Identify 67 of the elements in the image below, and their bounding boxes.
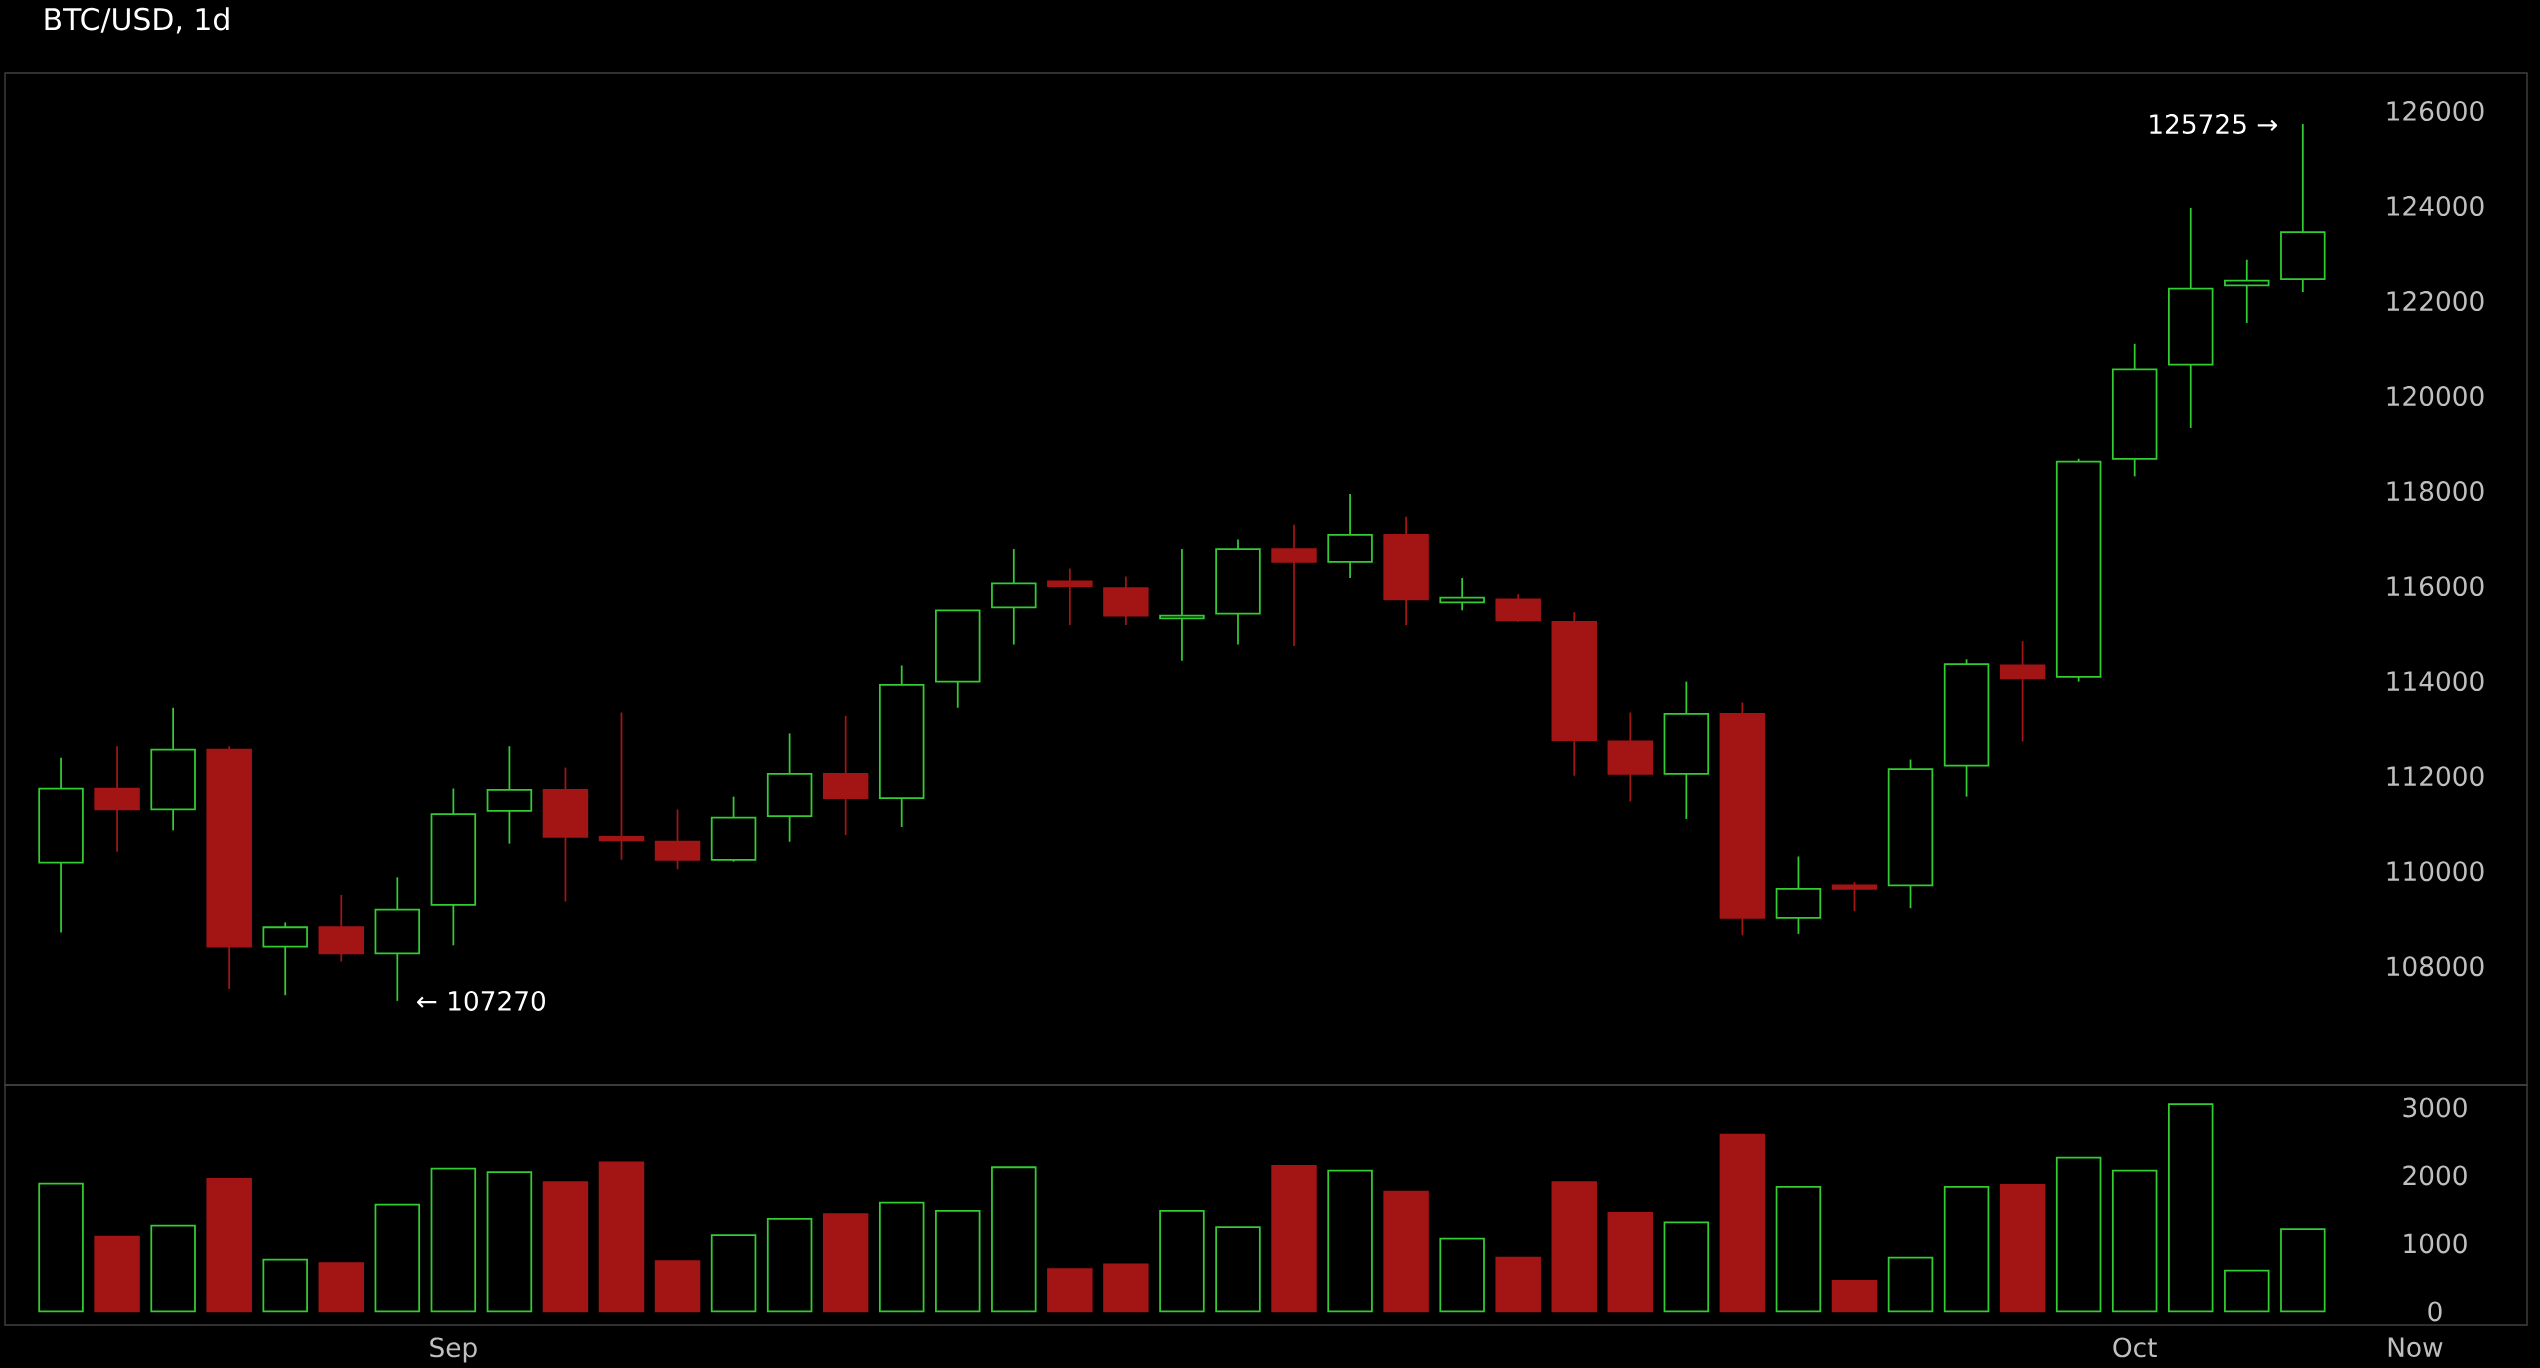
y-tick-label: 118000: [2387, 481, 2484, 502]
bar: [1439, 1237, 1485, 1313]
bar: [991, 1166, 1037, 1313]
bar: [374, 1203, 421, 1313]
bar: [1719, 1133, 1766, 1313]
bar: [1831, 1279, 1878, 1313]
y-tick-label: 112000: [2387, 766, 2484, 787]
bar: [1551, 1181, 1597, 1313]
candlestick: [1439, 577, 1485, 612]
x-tick-label: Oct: [2113, 1337, 2157, 1358]
y-tick-label: 122000: [2387, 291, 2484, 312]
bar: [766, 1218, 813, 1313]
y-tick-label: 120000: [2387, 386, 2484, 407]
bar: [1047, 1268, 1093, 1313]
bar: [2280, 1228, 2326, 1313]
bar: [935, 1209, 981, 1313]
y-tick-label: 126000: [2387, 101, 2484, 121]
candlestick: [1271, 523, 1317, 647]
bar: [2055, 1156, 2102, 1313]
annotation: 125725 →: [2150, 114, 2278, 135]
bar: [822, 1213, 869, 1313]
bar: [598, 1161, 645, 1313]
bar: [486, 1171, 533, 1313]
bar: [1327, 1169, 1373, 1313]
candlestick: [1047, 567, 1093, 626]
x-tick-label: Sep: [430, 1337, 477, 1363]
y-tick-label: 108000: [2387, 956, 2484, 977]
bar: [1999, 1184, 2046, 1313]
candlestick: [598, 711, 645, 861]
bar: [430, 1167, 477, 1313]
bar: [1495, 1256, 1541, 1313]
bar: [38, 1182, 84, 1313]
y-tick-label: 2000: [2403, 1165, 2467, 1186]
bar: [1607, 1211, 1654, 1313]
bar: [654, 1260, 701, 1313]
annotation: ← 107270: [417, 990, 545, 1011]
y-tick-label: 1000: [2404, 1233, 2467, 1254]
bar: [542, 1181, 589, 1313]
bar: [1887, 1256, 1934, 1313]
bar: [1103, 1263, 1149, 1313]
bar: [150, 1224, 196, 1313]
chart-title: BTC/USD, 1d: [45, 7, 229, 34]
y-tick-label: 3000: [2403, 1097, 2467, 1118]
y-tick-label: 116000: [2387, 576, 2484, 597]
bar: [94, 1235, 140, 1313]
x-tick-label: Now: [2388, 1337, 2443, 1358]
bar: [1775, 1186, 1822, 1313]
candlestick: [2224, 258, 2270, 324]
bar: [206, 1177, 252, 1313]
y-tick-label: 124000: [2387, 196, 2484, 216]
bar: [2168, 1103, 2214, 1313]
bar: [1663, 1221, 1710, 1313]
bar: [710, 1234, 757, 1313]
bar: [1383, 1190, 1429, 1313]
bar: [2224, 1269, 2270, 1313]
bar: [1159, 1209, 1205, 1313]
y-tick-label: 114000: [2387, 671, 2484, 692]
y-tick-label: 110000: [2387, 861, 2484, 882]
bar: [1271, 1165, 1317, 1313]
candlestick: [1831, 881, 1878, 912]
bar: [1215, 1226, 1261, 1313]
bar: [318, 1262, 365, 1313]
bar: [1943, 1186, 1990, 1313]
bar: [878, 1201, 925, 1313]
y-tick-label: 0: [2428, 1301, 2442, 1322]
bar: [2111, 1169, 2158, 1313]
bar: [262, 1258, 308, 1313]
